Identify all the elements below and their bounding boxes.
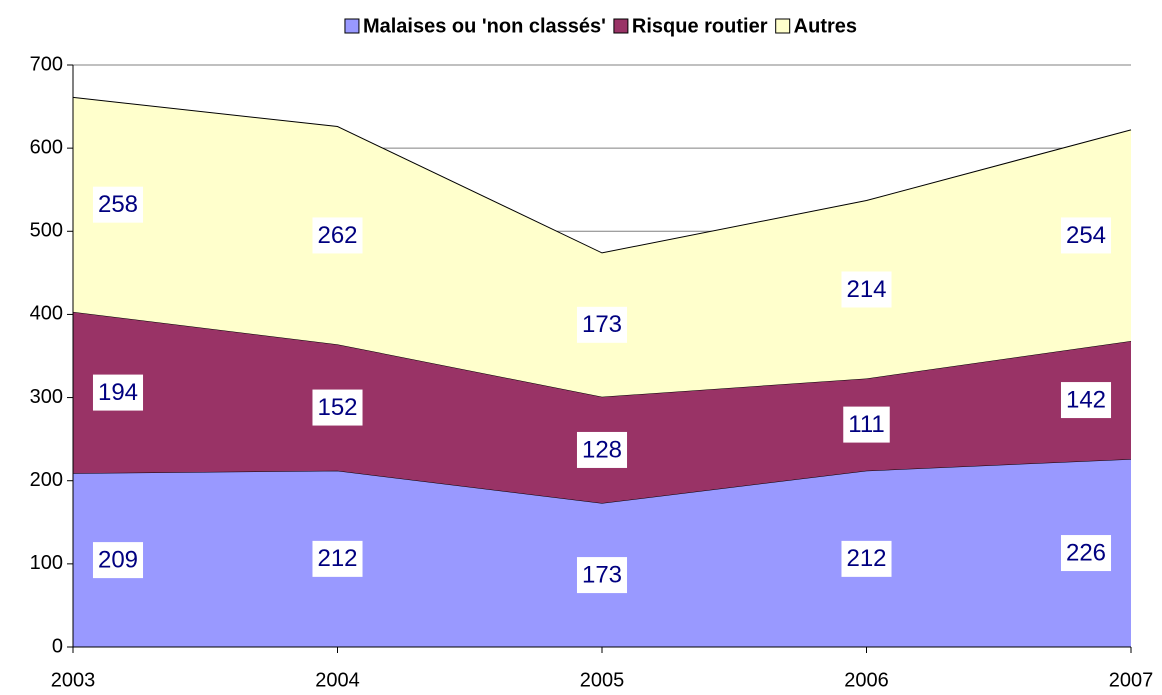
data-label: 173 [576,557,628,594]
legend-label: Risque routier [632,15,768,37]
data-label-text: 214 [846,276,886,303]
data-label-text: 173 [582,311,622,338]
data-label-text: 262 [317,222,357,249]
legend-label: Autres [794,15,857,37]
data-label: 194 [92,374,144,411]
data-label: 111 [843,406,890,443]
data-label: 128 [576,431,628,468]
data-label-text: 128 [582,436,622,463]
data-label-text: 173 [582,561,622,588]
data-label-box [576,431,628,468]
data-label-box [843,406,890,443]
data-label-text: 258 [98,191,138,218]
data-label: 214 [841,271,892,308]
x-tick-label: 2007 [1109,669,1154,691]
data-label-box [312,217,363,254]
x-tick-label: 2003 [51,669,96,691]
y-tick-label: 700 [30,53,63,75]
data-label-text: 254 [1066,222,1106,249]
data-label-box [92,186,144,223]
data-label: 254 [1060,217,1112,254]
y-tick-label: 600 [30,136,63,158]
data-label: 262 [312,217,363,254]
data-label-text: 142 [1066,386,1106,413]
x-tick-label: 2005 [580,669,625,691]
data-label-box [1060,382,1112,419]
data-label: 152 [312,389,363,426]
data-label: 173 [576,306,628,343]
area [73,311,1131,504]
data-label-box [312,389,363,426]
x-tick-label: 2006 [844,669,889,691]
data-label-box [576,306,628,343]
data-label-text: 212 [846,545,886,572]
data-label-text: 194 [98,379,138,406]
data-label: 209 [92,542,144,579]
data-label-box [1060,535,1112,572]
legend: Malaises ou 'non classés' Risque routier A… [344,15,857,37]
data-label-box [576,557,628,594]
data-label-text: 209 [98,546,138,573]
legend-label: Malaises ou 'non classés' [363,15,606,37]
area-edge [72,96,1132,254]
data-label-box [92,542,144,579]
data-label-text: 212 [317,545,357,572]
data-label: 226 [1060,535,1112,572]
data-label-text: 111 [848,411,884,438]
data-label: 212 [841,540,892,577]
y-tick-label: 100 [30,552,63,574]
data-label-box [841,540,892,577]
legend-swatch [344,18,360,34]
data-label-box [92,374,144,411]
data-label-box [841,271,892,308]
data-label: 142 [1060,382,1112,419]
data-label: 258 [92,186,144,223]
data-label: 212 [312,540,363,577]
area [73,459,1131,647]
data-label-box [312,540,363,577]
y-tick-label: 200 [30,469,63,491]
legend-swatch [775,18,791,34]
legend-swatch [613,18,629,34]
data-label-box [1060,217,1112,254]
y-tick-label: 500 [30,220,63,242]
y-tick-label: 400 [30,303,63,325]
y-tick-label: 300 [30,386,63,408]
y-tick-label: 0 [52,635,63,657]
x-tick-label: 2004 [315,669,360,691]
data-label-text: 152 [317,394,357,421]
area [73,97,1131,397]
data-label-text: 226 [1066,539,1106,566]
